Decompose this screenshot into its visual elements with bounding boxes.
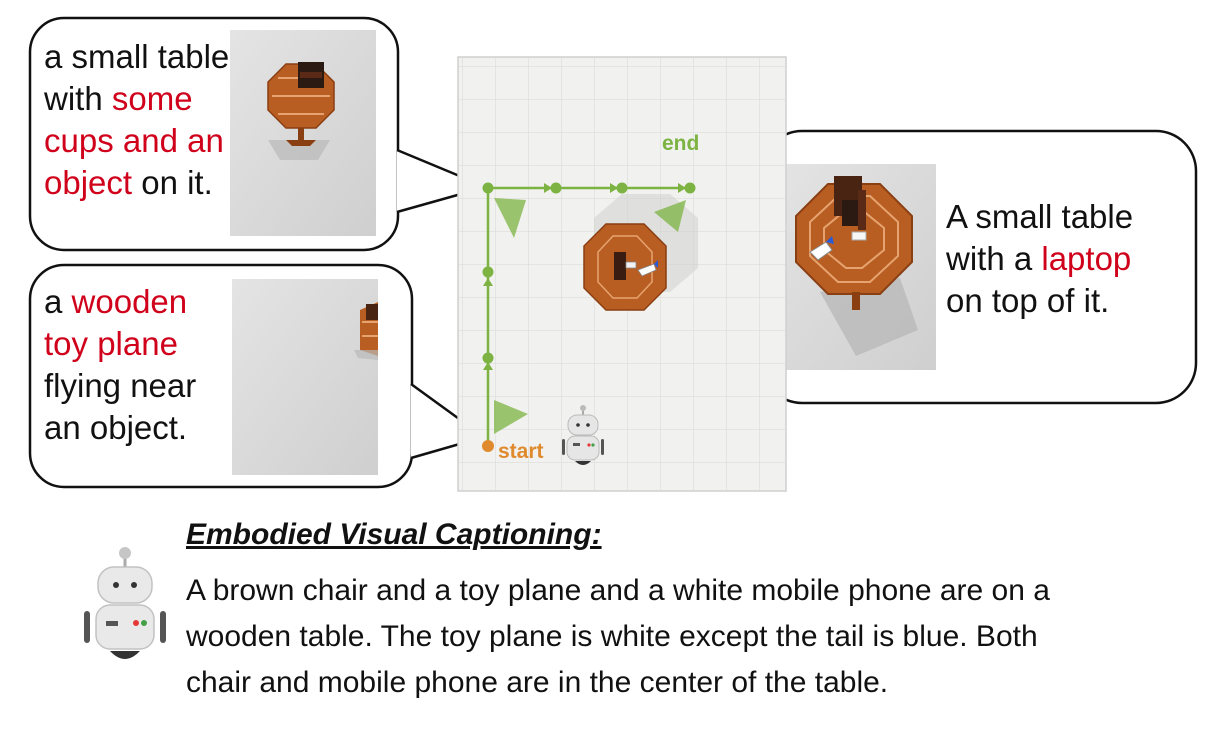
caption-phrase: a: [44, 283, 72, 320]
trajectory-path: [483, 183, 690, 442]
caption-phrase: on top of it.: [946, 282, 1110, 319]
view-cones: [494, 198, 686, 434]
bubble-line: object on it.: [44, 162, 234, 204]
caption-body: A brown chair and a toy plane and a whit…: [186, 568, 1186, 706]
waypoint: [482, 182, 494, 194]
bubble-line: with a laptop: [946, 238, 1186, 280]
bubble-line: toy plane: [44, 323, 234, 365]
caption-title: Embodied Visual Captioning:: [186, 518, 602, 551]
caption-line: A brown chair and a toy plane and a whit…: [186, 574, 1050, 607]
highlighted-phrase: wooden: [71, 283, 188, 320]
caption-line: wooden table. The toy plane is white exc…: [186, 620, 1038, 653]
bubble-line: a small table: [44, 36, 234, 78]
bubble-top-left-text: a small table with some cups and an object …: [44, 36, 234, 204]
caption-line: chair and mobile phone are in the center…: [186, 666, 889, 699]
caption-phrase: with: [44, 80, 112, 117]
bubble-right-text: A small table with a laptop on top of it.: [946, 196, 1186, 322]
robot-avatar-icon: [84, 547, 166, 659]
caption-phrase: an object.: [44, 409, 188, 446]
waypoint: [550, 182, 562, 194]
highlighted-phrase: some: [111, 80, 193, 117]
caption-phrase: on it.: [132, 164, 213, 201]
caption-phrase: flying near: [44, 367, 197, 404]
highlighted-phrase: toy plane: [44, 325, 178, 362]
photo-table-close-view: [775, 164, 936, 370]
bubble-line: A small table: [946, 196, 1186, 238]
waypoint-end: [684, 182, 696, 194]
bubble-line: an object.: [44, 407, 234, 449]
bubble-line: cups and an: [44, 120, 234, 162]
bubble-line: flying near: [44, 365, 234, 407]
map-start-label: start: [498, 440, 544, 463]
bubble-line: a wooden: [44, 281, 234, 323]
waypoint-start: [482, 440, 494, 452]
waypoints: [482, 182, 696, 452]
waypoint: [482, 352, 494, 364]
caption-phrase: A small table: [946, 198, 1134, 235]
bubble-line: with some: [44, 78, 234, 120]
bubble-line: on top of it.: [946, 280, 1186, 322]
robot-icon: [562, 405, 604, 465]
photo-table-top-view: [230, 30, 376, 236]
waypoint: [616, 182, 628, 194]
highlighted-phrase: laptop: [1041, 240, 1132, 277]
bubble-bottom-left-text: a wooden toy plane flying near an object.: [44, 281, 234, 449]
highlighted-phrase: cups and an: [44, 122, 224, 159]
caption-phrase: with a: [946, 240, 1042, 277]
highlighted-phrase: object: [44, 164, 133, 201]
photo-edge-view: [232, 279, 378, 475]
caption-phrase: a small table: [44, 38, 230, 75]
map-end-label: end: [662, 132, 699, 155]
waypoint: [482, 266, 494, 278]
